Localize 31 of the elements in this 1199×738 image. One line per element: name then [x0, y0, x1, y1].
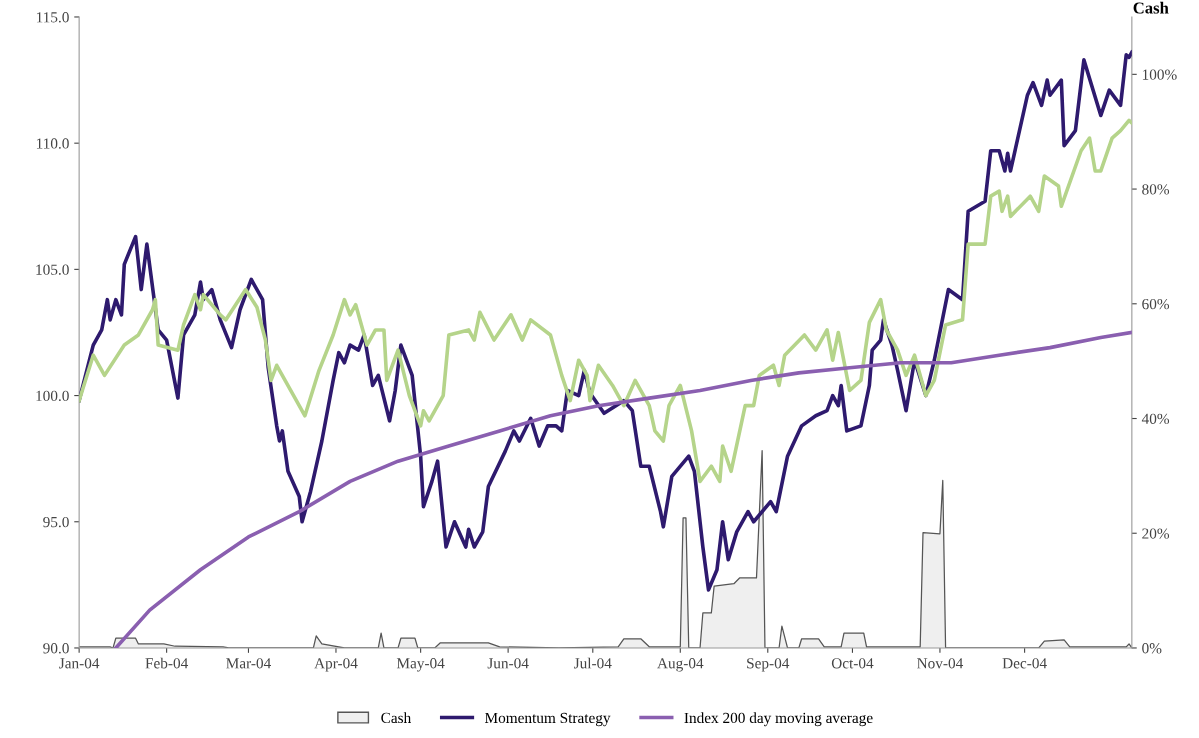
y2-axis-title: Cash [1133, 1, 1169, 14]
x-tick-label: Jun-04 [487, 658, 529, 669]
y2-tick-label: 60% [1142, 298, 1170, 310]
y2-tick-label: 80% [1142, 184, 1170, 195]
y-tick-label: 110.0 [36, 138, 69, 149]
x-tick-label: Nov-04 [917, 658, 964, 669]
y-tick-label: 115.0 [36, 12, 69, 23]
legend-label: Cash [381, 712, 412, 724]
y2-tick-label: 20% [1142, 528, 1170, 539]
x-tick-label: Sep-04 [747, 658, 790, 672]
x-tick-label: May-04 [396, 658, 445, 672]
x-tick-label: Jan-04 [59, 658, 100, 669]
legend-label: Momentum Strategy [484, 712, 611, 727]
y-tick-label: 95.0 [43, 516, 69, 528]
x-tick-label: Apr-04 [314, 658, 358, 672]
line-series [79, 50, 1132, 592]
legend-label: Index 200 day moving average [684, 712, 873, 727]
x-tick-label: Oct-04 [831, 658, 874, 669]
y-tick-label: 100.0 [36, 390, 69, 402]
x-tick-label: Aug-04 [657, 658, 704, 672]
y-tick-label: 105.0 [36, 264, 69, 275]
y2-tick-label: 40% [1141, 413, 1170, 425]
y-tick-label: 90.0 [43, 643, 69, 654]
y2-tick-label: 100% [1142, 69, 1177, 80]
x-tick-label: Mar-04 [226, 658, 271, 669]
line-series [79, 118, 1132, 484]
x-tick-label: Feb-04 [145, 657, 189, 669]
line-series [114, 330, 1132, 648]
x-tick-label: Jul-04 [574, 657, 612, 669]
x-tick-label: Dec-04 [1002, 658, 1047, 669]
y2-tick-label: 0% [1142, 643, 1162, 654]
